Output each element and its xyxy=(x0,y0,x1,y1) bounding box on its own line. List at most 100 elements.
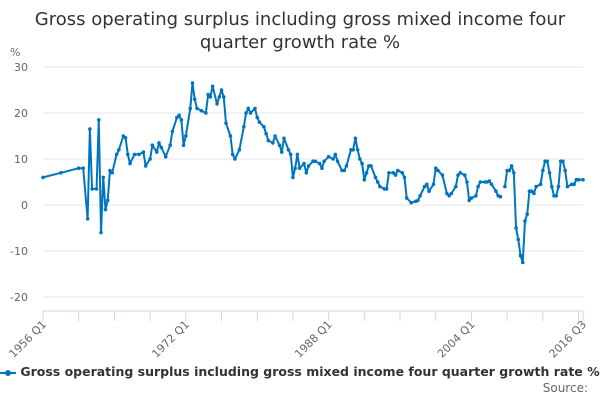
data-point[interactable] xyxy=(163,154,168,159)
data-point[interactable] xyxy=(549,184,554,189)
data-point[interactable] xyxy=(199,108,204,113)
data-point[interactable] xyxy=(150,143,155,147)
data-point[interactable] xyxy=(170,129,175,134)
data-point[interactable] xyxy=(554,194,559,198)
data-point[interactable] xyxy=(125,152,130,157)
data-point[interactable] xyxy=(402,175,407,180)
data-point[interactable] xyxy=(494,189,498,193)
data-point[interactable] xyxy=(431,182,436,187)
data-point[interactable] xyxy=(498,194,503,199)
data-point[interactable] xyxy=(440,173,445,177)
data-point[interactable] xyxy=(279,150,284,154)
data-point[interactable] xyxy=(364,171,369,175)
data-point[interactable] xyxy=(545,159,550,164)
data-point[interactable] xyxy=(556,184,561,189)
data-point[interactable] xyxy=(469,196,474,200)
data-point[interactable] xyxy=(108,168,112,173)
data-point[interactable] xyxy=(509,164,514,168)
data-point[interactable] xyxy=(237,148,242,152)
data-point[interactable] xyxy=(333,152,338,157)
data-point[interactable] xyxy=(313,159,318,164)
data-point[interactable] xyxy=(514,226,518,230)
data-point[interactable] xyxy=(262,125,266,129)
data-point[interactable] xyxy=(547,171,552,175)
data-point[interactable] xyxy=(384,187,389,191)
data-point[interactable] xyxy=(529,189,534,193)
data-point[interactable] xyxy=(266,138,271,143)
data-point[interactable] xyxy=(306,164,311,168)
data-point[interactable] xyxy=(221,95,226,99)
data-point[interactable] xyxy=(179,118,184,122)
data-point[interactable] xyxy=(123,136,128,140)
data-point[interactable] xyxy=(478,180,483,184)
data-point[interactable] xyxy=(291,175,295,180)
data-point[interactable] xyxy=(132,152,137,157)
data-point[interactable] xyxy=(271,141,275,145)
data-point[interactable] xyxy=(41,175,45,180)
data-point[interactable] xyxy=(155,150,159,154)
data-point[interactable] xyxy=(143,164,148,168)
data-point[interactable] xyxy=(175,115,179,120)
data-point[interactable] xyxy=(188,106,193,111)
data-point[interactable] xyxy=(90,187,94,191)
data-point[interactable] xyxy=(561,159,565,164)
data-point[interactable] xyxy=(474,194,478,198)
data-point[interactable] xyxy=(541,168,545,173)
data-point[interactable] xyxy=(409,200,413,205)
data-point[interactable] xyxy=(76,166,81,170)
data-point[interactable] xyxy=(228,134,233,138)
data-point[interactable] xyxy=(358,157,362,161)
data-point[interactable] xyxy=(369,164,373,168)
data-point[interactable] xyxy=(416,198,420,203)
data-point[interactable] xyxy=(427,189,431,193)
data-point[interactable] xyxy=(273,134,277,138)
data-point[interactable] xyxy=(297,166,302,170)
data-point[interactable] xyxy=(96,118,101,122)
data-point[interactable] xyxy=(110,171,114,175)
data-point[interactable] xyxy=(204,111,208,115)
data-point[interactable] xyxy=(206,92,210,97)
data-point[interactable] xyxy=(181,143,186,147)
data-point[interactable] xyxy=(507,168,512,173)
data-point[interactable] xyxy=(433,166,438,170)
data-point[interactable] xyxy=(467,198,471,203)
data-point[interactable] xyxy=(360,161,364,166)
data-point[interactable] xyxy=(99,230,103,235)
data-point[interactable] xyxy=(393,173,398,177)
data-point[interactable] xyxy=(456,173,460,177)
data-point[interactable] xyxy=(148,157,152,161)
data-point[interactable] xyxy=(195,106,199,111)
data-point[interactable] xyxy=(103,207,108,212)
data-point[interactable] xyxy=(425,182,429,187)
data-point[interactable] xyxy=(525,212,530,216)
data-point[interactable] xyxy=(581,177,585,182)
data-point[interactable] xyxy=(224,121,228,125)
data-point[interactable] xyxy=(532,191,536,196)
data-point[interactable] xyxy=(378,184,382,189)
data-point[interactable] xyxy=(422,184,427,189)
data-point[interactable] xyxy=(233,157,237,161)
data-point[interactable] xyxy=(326,154,331,159)
data-point[interactable] xyxy=(335,159,340,164)
data-point[interactable] xyxy=(523,219,527,223)
data-point[interactable] xyxy=(101,175,106,180)
data-point[interactable] xyxy=(538,182,543,187)
data-point[interactable] xyxy=(215,102,219,106)
data-point[interactable] xyxy=(375,180,380,184)
data-point[interactable] xyxy=(362,177,367,182)
data-point[interactable] xyxy=(219,88,224,92)
data-point[interactable] xyxy=(404,196,409,200)
data-point[interactable] xyxy=(465,180,469,184)
data-point[interactable] xyxy=(576,177,581,182)
data-point[interactable] xyxy=(248,111,253,115)
data-point[interactable] xyxy=(137,152,141,157)
data-point[interactable] xyxy=(331,157,335,161)
data-point[interactable] xyxy=(351,148,355,152)
data-point[interactable] xyxy=(565,184,570,189)
data-point[interactable] xyxy=(117,148,121,152)
data-point[interactable] xyxy=(85,217,90,221)
data-point[interactable] xyxy=(208,95,213,99)
data-point[interactable] xyxy=(317,161,322,166)
data-point[interactable] xyxy=(373,175,378,180)
data-point[interactable] xyxy=(447,194,451,198)
